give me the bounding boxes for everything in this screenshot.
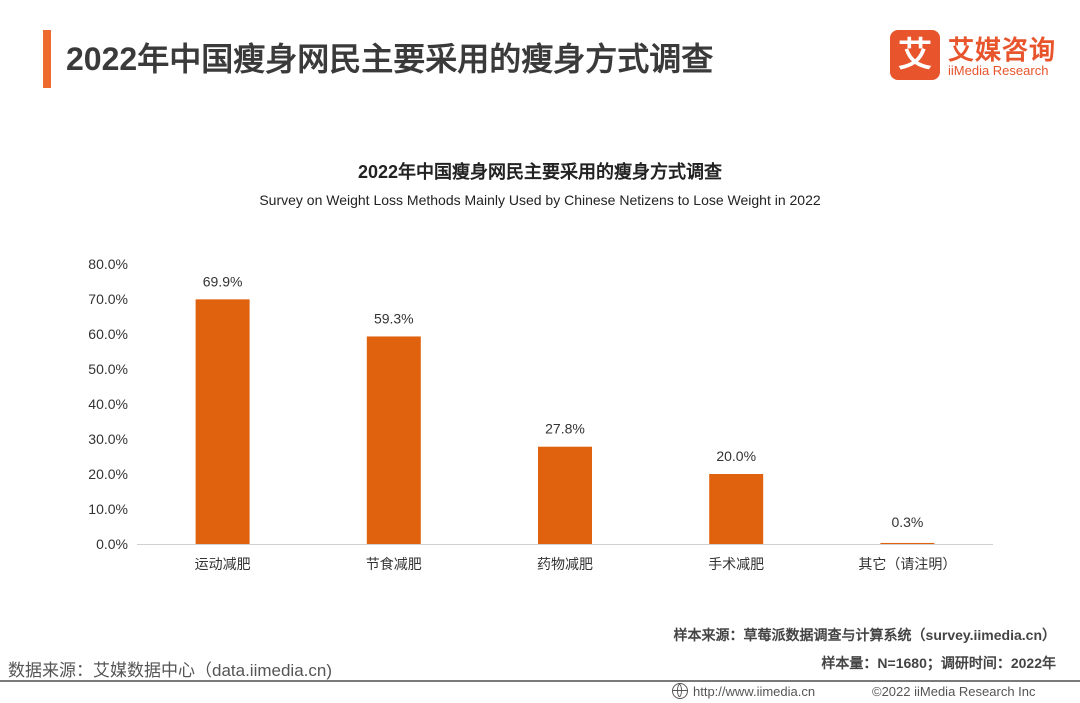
category-label: 其它（请注明） [858,556,956,572]
footer-url[interactable]: http://www.iimedia.cn [672,682,815,702]
footer-divider [0,680,1080,682]
logo-mark-glyph: 艾 [898,36,932,74]
bar [538,446,592,544]
footer-url-text[interactable]: http://www.iimedia.cn [693,684,816,699]
data-label: 20.0% [716,448,756,464]
globe-icon [672,683,688,699]
category-label: 运动减肥 [195,556,251,572]
bar [880,542,935,544]
page-title: 2022年中国瘦身网民主要采用的瘦身方式调查 [66,41,714,77]
category-label: 药物减肥 [537,556,593,572]
y-tick-label: 80.0% [88,256,128,272]
sample-source-note: 样本来源：草莓派数据调查与计算系统（survey.iimedia.cn） [673,627,1056,643]
bar [709,474,764,544]
sample-size-note: 样本量：N=1680；调研时间：2022年 [821,655,1056,671]
y-tick-label: 50.0% [88,361,128,377]
y-tick-label: 70.0% [88,291,128,307]
category-label: 节食减肥 [366,556,422,572]
chart-title: 2022年中国瘦身网民主要采用的瘦身方式调查 [357,162,723,182]
logo-chinese-name: 艾媒咨询 [948,35,1057,65]
bar [366,336,421,544]
bar [195,299,250,544]
data-label: 59.3% [374,310,414,326]
logo-english-name: iiMedia Research [948,63,1049,78]
data-label: 27.8% [545,421,585,437]
iimedia-logo: 艾 艾媒咨询 iiMedia Research [890,30,1070,82]
chart-subtitle: Survey on Weight Loss Methods Mainly Use… [259,192,821,208]
y-tick-label: 40.0% [88,396,128,412]
data-source-note: 数据来源：艾媒数据中心（data.iimedia.cn) [8,661,333,680]
footer-copyright: ©2022 iiMedia Research Inc [872,684,1036,699]
title-accent-bar [43,30,51,88]
y-tick-label: 0.0% [96,536,128,552]
y-tick-label: 60.0% [88,326,128,342]
y-tick-label: 10.0% [88,501,128,517]
data-label: 69.9% [203,273,243,289]
bar-chart: 0.0% 10.0% 20.0% 30.0% 40.0% 50.0% 60.0% 70.0% 8… [88,256,993,572]
data-label: 0.3% [891,514,923,530]
category-label: 手术减肥 [708,556,764,572]
y-tick-label: 30.0% [88,431,128,447]
logo-mark-icon: 艾 [890,30,940,80]
y-tick-label: 20.0% [88,466,128,482]
